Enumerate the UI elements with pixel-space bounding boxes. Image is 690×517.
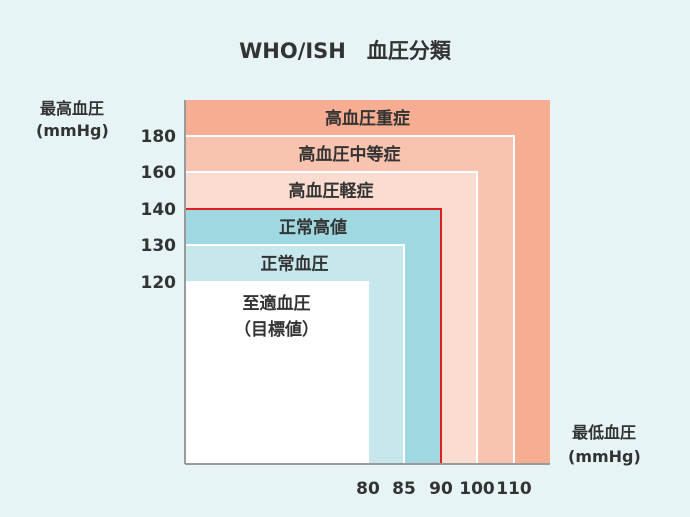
x-axis-label: 最低血圧 <box>572 423 636 442</box>
x-tick-85: 85 <box>392 479 416 499</box>
y-tick-120: 120 <box>141 273 177 293</box>
y-tick-140: 140 <box>141 200 177 220</box>
y-axis-unit: (mmHg) <box>36 121 109 140</box>
tick-layer: 120 130 140 160 180 80 85 90 100 110 <box>141 127 532 499</box>
zone-5-label: 正常血圧 <box>261 254 329 275</box>
zone-2-label: 高血圧中等症 <box>299 144 401 165</box>
y-tick-130: 130 <box>141 236 177 256</box>
zone-4-label: 正常高値 <box>279 217 347 238</box>
y-tick-160: 160 <box>141 163 177 183</box>
chart-title: WHO/ISH 血圧分類 <box>239 39 452 63</box>
zone-1-label: 高血圧重症 <box>325 108 410 129</box>
hypertension-threshold-line <box>185 208 442 464</box>
x-tick-80: 80 <box>356 479 380 499</box>
x-axis-unit: (mmHg) <box>568 447 641 466</box>
zone-6-label: 至適血圧 <box>243 293 311 314</box>
zone-6-sublabel: （目標値） <box>234 319 319 340</box>
x-tick-110: 110 <box>496 479 532 499</box>
x-tick-100: 100 <box>459 479 495 499</box>
zone-3-label: 高血圧軽症 <box>289 181 374 202</box>
x-tick-90: 90 <box>429 479 453 499</box>
y-axis-label: 最高血圧 <box>40 99 104 118</box>
y-tick-180: 180 <box>141 127 177 147</box>
